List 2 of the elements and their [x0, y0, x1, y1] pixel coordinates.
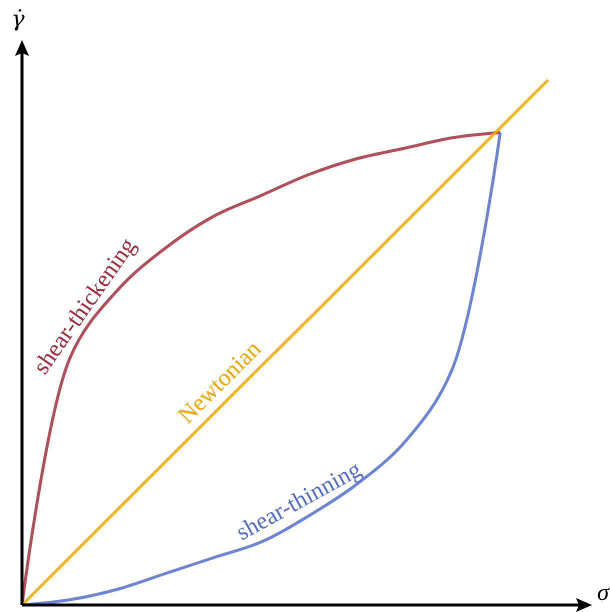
x-axis-title: σ [597, 580, 610, 606]
y-axis-title: γ̇ [11, 7, 26, 32]
